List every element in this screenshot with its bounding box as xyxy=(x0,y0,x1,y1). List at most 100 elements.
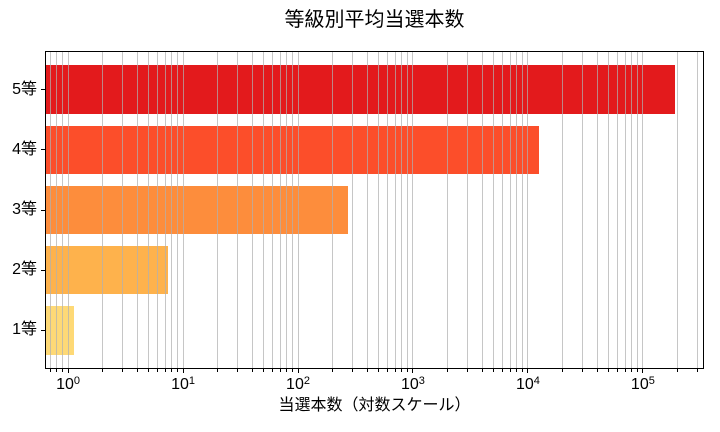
x-axis-label: 当選本数（対数スケール） xyxy=(278,397,471,414)
x-tick-exponent: 2 xyxy=(303,375,310,387)
bar-3 xyxy=(45,185,348,235)
x-tick-minor xyxy=(164,369,166,372)
x-tick-minor xyxy=(616,369,618,372)
gridline xyxy=(49,51,51,369)
x-tick-minor xyxy=(596,369,598,372)
gridline xyxy=(447,51,449,369)
chart-title: 等級別平均当選本数 xyxy=(284,9,465,31)
gridline xyxy=(697,51,699,369)
x-tick-minor xyxy=(509,369,511,372)
x-tick-major xyxy=(182,369,184,373)
left-spine xyxy=(45,51,46,369)
gridline xyxy=(522,51,524,369)
gridline xyxy=(292,51,294,369)
x-tick-minor xyxy=(407,369,409,372)
x-tick-minor xyxy=(292,369,294,372)
x-tick-label: 105 xyxy=(631,376,655,394)
gridline xyxy=(401,51,403,369)
x-tick-minor xyxy=(122,369,124,372)
gridline xyxy=(501,51,503,369)
plot-area: 当選本数（対数スケール） 5等 4等 3等 2等 1等 100 101 102 103 104 10… xyxy=(12,51,704,414)
gridline xyxy=(262,51,264,369)
x-tick-minor xyxy=(522,369,524,372)
gridline xyxy=(279,51,281,369)
x-tick-minor xyxy=(582,369,584,372)
gridline xyxy=(516,51,518,369)
x-tick-minor xyxy=(49,369,51,372)
x-tick-minor xyxy=(386,369,388,372)
right-spine xyxy=(703,51,704,369)
x-tick-minor xyxy=(637,369,639,372)
gridline xyxy=(467,51,469,369)
x-tick-minor xyxy=(157,369,159,372)
gridline xyxy=(492,51,494,369)
gridline xyxy=(596,51,598,369)
gridline xyxy=(624,51,626,369)
y-tick-label: 1等 xyxy=(12,321,37,339)
x-tick-minor xyxy=(492,369,494,372)
x-tick-minor xyxy=(147,369,149,372)
x-tick-minor xyxy=(607,369,609,372)
x-tick-minor xyxy=(56,369,58,372)
y-tick-label: 2等 xyxy=(12,261,37,279)
gridline xyxy=(136,51,138,369)
gridline xyxy=(182,51,184,369)
y-tick-label: 5等 xyxy=(12,80,37,98)
x-tick-minor xyxy=(401,369,403,372)
gridline xyxy=(164,51,166,369)
x-tick-minor xyxy=(136,369,138,372)
x-tick-major xyxy=(67,369,69,373)
x-tick-minor xyxy=(394,369,396,372)
x-tick-minor xyxy=(447,369,449,372)
x-tick-minor xyxy=(237,369,239,372)
y-tick-label: 3等 xyxy=(12,201,37,218)
gridline xyxy=(332,51,334,369)
gridline xyxy=(527,51,529,369)
y-tick xyxy=(41,149,45,151)
y-tick xyxy=(41,89,45,91)
x-tick-minor xyxy=(279,369,281,372)
x-tick-minor xyxy=(352,369,354,372)
x-tick-base: 10 xyxy=(630,376,649,393)
x-tick-exponent: 0 xyxy=(73,375,81,387)
gridline xyxy=(562,51,564,369)
y-tick-label: 4等 xyxy=(12,140,37,158)
x-tick-major xyxy=(527,369,529,373)
gridline xyxy=(297,51,299,369)
gridline xyxy=(386,51,388,369)
gridline xyxy=(171,51,173,369)
x-tick-minor xyxy=(677,369,678,372)
x-tick-minor xyxy=(171,369,173,372)
top-spine xyxy=(45,51,704,52)
x-tick-minor xyxy=(377,369,379,372)
bar-4 xyxy=(45,246,168,295)
x-tick-minor xyxy=(262,369,264,372)
x-tick-minor xyxy=(697,369,699,372)
gridline xyxy=(366,51,368,369)
x-tick-base: 10 xyxy=(286,376,304,393)
x-tick-base: 10 xyxy=(56,376,74,393)
bar-2 xyxy=(45,125,540,174)
gridline xyxy=(56,51,58,369)
gridline xyxy=(642,51,644,369)
bar-1 xyxy=(45,65,675,114)
gridline xyxy=(157,51,159,369)
gridline xyxy=(251,51,253,369)
gridline xyxy=(407,51,409,369)
x-tick-exponent: 3 xyxy=(418,375,425,387)
x-tick-base: 10 xyxy=(515,376,534,393)
gridline xyxy=(637,51,639,369)
x-tick-major xyxy=(297,369,299,373)
x-tick-base: 10 xyxy=(171,376,189,393)
x-tick-minor xyxy=(62,369,64,372)
gridline xyxy=(412,51,414,369)
y-tick xyxy=(41,209,45,211)
x-tick-label: 102 xyxy=(286,376,310,394)
x-tick-major xyxy=(412,369,414,373)
x-tick-minor xyxy=(481,369,483,372)
gridline xyxy=(147,51,149,369)
x-tick-minor xyxy=(251,369,253,372)
gridline xyxy=(237,51,239,369)
x-tick-minor xyxy=(501,369,503,372)
gridline xyxy=(122,51,124,369)
